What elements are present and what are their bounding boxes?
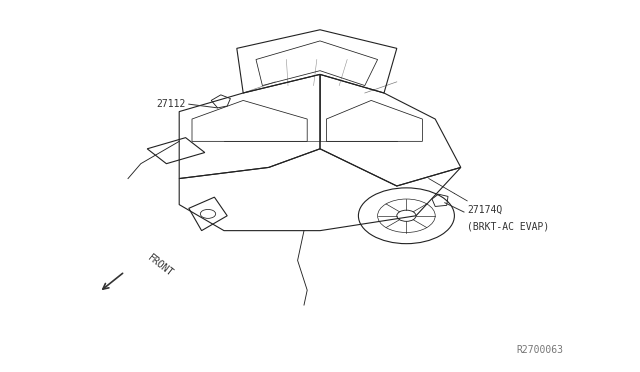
Text: (BRKT-AC EVAP): (BRKT-AC EVAP) [467, 222, 550, 232]
Text: 27112: 27112 [157, 99, 186, 109]
Text: R2700063: R2700063 [516, 345, 563, 355]
Text: FRONT: FRONT [146, 253, 175, 279]
Text: 27174Q: 27174Q [467, 205, 502, 215]
